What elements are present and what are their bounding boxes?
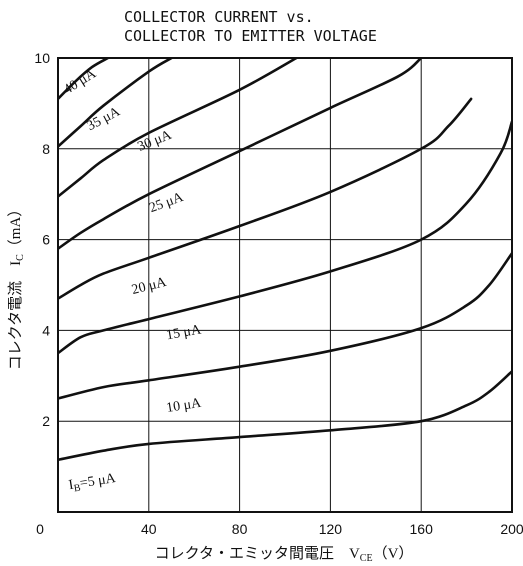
curve-label: 10 μA: [165, 396, 203, 416]
y-tick-label: 6: [42, 232, 50, 248]
curve-label-sub: B: [73, 483, 82, 495]
curve-line: [58, 58, 298, 198]
curve-line: [58, 58, 110, 101]
x-tick-label: 40: [141, 521, 157, 537]
x-tick-label: 120: [319, 521, 343, 537]
curve-line: [58, 58, 423, 250]
curve-line: [58, 370, 512, 462]
x-axis-label-unit: （V）: [373, 545, 414, 562]
chart-title-line-1: COLLECTOR CURRENT vs.: [124, 8, 314, 26]
curve-line: [58, 97, 473, 300]
chart-title-line-2: COLLECTOR TO EMITTER VOLTAGE: [124, 27, 377, 45]
y-axis-label-sub: C: [15, 254, 26, 261]
y-tick-label: 2: [42, 413, 50, 429]
curve-label-rest: =5 μA: [79, 471, 118, 492]
x-tick-label: 80: [232, 521, 248, 537]
x-axis-label-main: コレクタ・エミッタ間電圧 V: [155, 545, 360, 562]
curve-line: [58, 251, 512, 400]
y-axis-label-unit: （mA）: [7, 202, 24, 255]
x-tick-label: 200: [500, 521, 523, 537]
curve-line: [58, 58, 173, 148]
y-axis-label: コレクタ電流 IC（mA）: [7, 202, 26, 371]
y-tick-label: 4: [42, 322, 50, 338]
x-axis-label-sub: CE: [360, 553, 373, 564]
x-tick-label: 160: [410, 521, 434, 537]
y-axis-label-main: コレクタ電流 I: [7, 261, 24, 370]
y-tick-label: 8: [42, 141, 50, 157]
x-axis-label: コレクタ・エミッタ間電圧 VCE（V）: [155, 545, 414, 564]
plot-area: 0 40 80 120 160 200 2 4 6 8 10 IB=5 μA 10 μA 15 μA 20 …: [34, 50, 523, 537]
curve-label: 15 μA: [165, 322, 203, 343]
curve-label: 40 μA: [61, 66, 99, 98]
curve-label: 30 μA: [136, 127, 175, 154]
y-tick-label: 10: [34, 50, 50, 66]
curve-label: 20 μA: [130, 275, 169, 298]
curve-label: IB=5 μA: [68, 471, 118, 495]
curve-label-main: I: [68, 478, 75, 494]
x-tick-label: 0: [36, 521, 44, 537]
curve-label: 35 μA: [85, 104, 124, 134]
plot-frame: [57, 57, 513, 513]
curve-label: 25 μA: [147, 190, 186, 216]
curve-line: [58, 120, 512, 355]
